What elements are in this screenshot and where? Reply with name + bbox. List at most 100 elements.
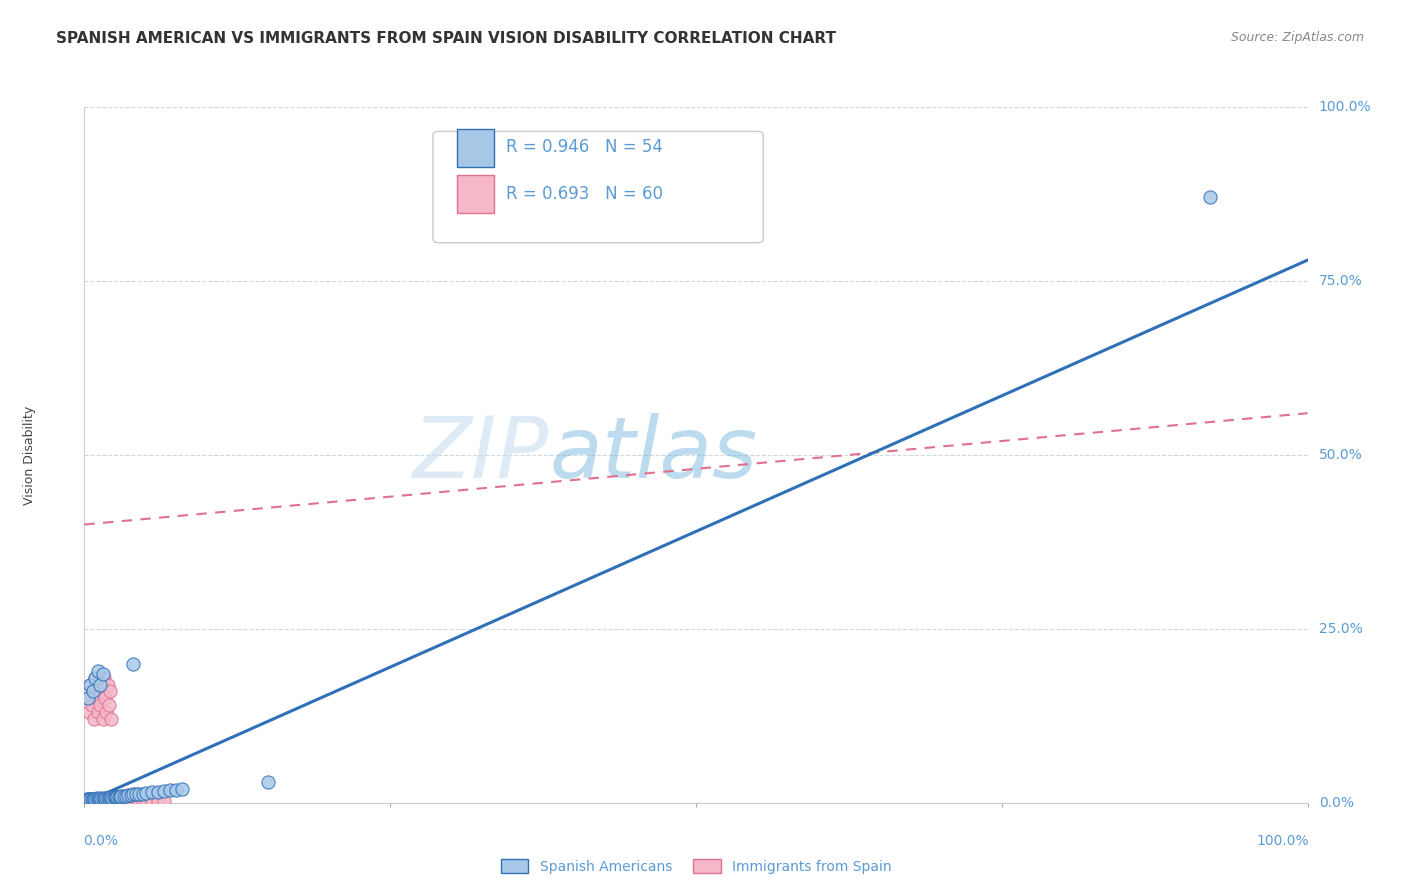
Point bbox=[112, 791, 135, 805]
Point bbox=[153, 794, 176, 808]
Point bbox=[79, 793, 101, 807]
Point bbox=[115, 794, 138, 808]
Point bbox=[87, 791, 110, 805]
Point bbox=[110, 791, 132, 805]
Point bbox=[84, 792, 107, 806]
Point bbox=[159, 783, 181, 797]
FancyBboxPatch shape bbox=[457, 128, 494, 167]
Point bbox=[90, 684, 112, 698]
Point bbox=[98, 684, 121, 698]
Text: 0.0%: 0.0% bbox=[1319, 796, 1354, 810]
Point bbox=[80, 791, 103, 805]
Point bbox=[122, 657, 145, 671]
Point bbox=[84, 671, 107, 685]
Point bbox=[135, 794, 157, 808]
Point bbox=[1198, 190, 1220, 204]
Text: 100.0%: 100.0% bbox=[1256, 834, 1309, 848]
Point bbox=[87, 791, 110, 805]
Point bbox=[98, 792, 121, 806]
Point bbox=[103, 792, 125, 806]
Text: 25.0%: 25.0% bbox=[1319, 622, 1362, 636]
Point bbox=[77, 706, 100, 720]
Point bbox=[105, 790, 128, 805]
Point bbox=[107, 791, 129, 805]
Point bbox=[91, 667, 114, 681]
Point bbox=[107, 789, 129, 804]
Point bbox=[91, 712, 114, 726]
Point bbox=[93, 792, 115, 806]
Point bbox=[76, 794, 98, 808]
Point bbox=[100, 792, 122, 806]
Point bbox=[89, 793, 111, 807]
Point bbox=[83, 794, 105, 808]
Point bbox=[89, 677, 111, 691]
Point bbox=[94, 793, 117, 807]
Point bbox=[87, 664, 110, 678]
Point bbox=[97, 698, 120, 713]
Point bbox=[128, 787, 150, 801]
Text: 75.0%: 75.0% bbox=[1319, 274, 1362, 288]
Point bbox=[80, 698, 103, 713]
Point bbox=[120, 794, 142, 808]
Point bbox=[122, 788, 145, 802]
Point bbox=[91, 791, 114, 805]
FancyBboxPatch shape bbox=[433, 131, 763, 243]
Point bbox=[91, 793, 114, 807]
Text: 100.0%: 100.0% bbox=[1319, 100, 1371, 114]
Text: Source: ZipAtlas.com: Source: ZipAtlas.com bbox=[1230, 31, 1364, 45]
Point bbox=[96, 792, 118, 806]
Point bbox=[84, 793, 107, 807]
Point bbox=[101, 791, 124, 805]
Point bbox=[79, 677, 101, 691]
Point bbox=[84, 671, 107, 685]
Text: atlas: atlas bbox=[550, 413, 758, 497]
Point bbox=[93, 791, 115, 805]
Point bbox=[86, 791, 108, 805]
Point bbox=[104, 791, 127, 805]
Point bbox=[82, 684, 104, 698]
FancyBboxPatch shape bbox=[457, 175, 494, 213]
Point bbox=[141, 785, 163, 799]
Point bbox=[97, 791, 120, 805]
Point bbox=[77, 793, 100, 807]
Point bbox=[105, 791, 128, 805]
Text: Vision Disability: Vision Disability bbox=[22, 405, 35, 505]
Point bbox=[96, 706, 118, 720]
Point bbox=[77, 792, 100, 806]
Point bbox=[125, 788, 148, 802]
Point bbox=[87, 706, 110, 720]
Point bbox=[87, 793, 110, 807]
Point bbox=[101, 791, 124, 805]
Point bbox=[77, 691, 100, 706]
Point bbox=[135, 786, 157, 800]
Point bbox=[105, 789, 128, 804]
Point bbox=[97, 792, 120, 806]
Point bbox=[112, 789, 135, 803]
Point bbox=[93, 671, 115, 685]
Text: R = 0.693   N = 60: R = 0.693 N = 60 bbox=[506, 185, 664, 203]
Point bbox=[172, 781, 194, 796]
Point bbox=[80, 794, 103, 808]
Point bbox=[141, 794, 163, 808]
Point bbox=[97, 792, 120, 806]
Text: R = 0.946   N = 54: R = 0.946 N = 54 bbox=[506, 138, 664, 156]
Point bbox=[132, 794, 155, 808]
Point bbox=[105, 791, 128, 805]
Point bbox=[82, 792, 104, 806]
Point bbox=[98, 790, 121, 805]
Point bbox=[89, 791, 111, 805]
Point bbox=[117, 788, 139, 802]
Point bbox=[103, 790, 125, 805]
Point bbox=[90, 792, 112, 806]
Point bbox=[77, 691, 100, 706]
Point bbox=[82, 793, 104, 807]
Point bbox=[76, 792, 98, 806]
Point bbox=[146, 785, 169, 799]
Point bbox=[125, 794, 148, 808]
Point bbox=[115, 789, 138, 803]
Point bbox=[153, 784, 176, 798]
Point bbox=[108, 790, 131, 805]
Point bbox=[86, 691, 108, 706]
Text: SPANISH AMERICAN VS IMMIGRANTS FROM SPAIN VISION DISABILITY CORRELATION CHART: SPANISH AMERICAN VS IMMIGRANTS FROM SPAI… bbox=[56, 31, 837, 46]
Point bbox=[87, 793, 110, 807]
